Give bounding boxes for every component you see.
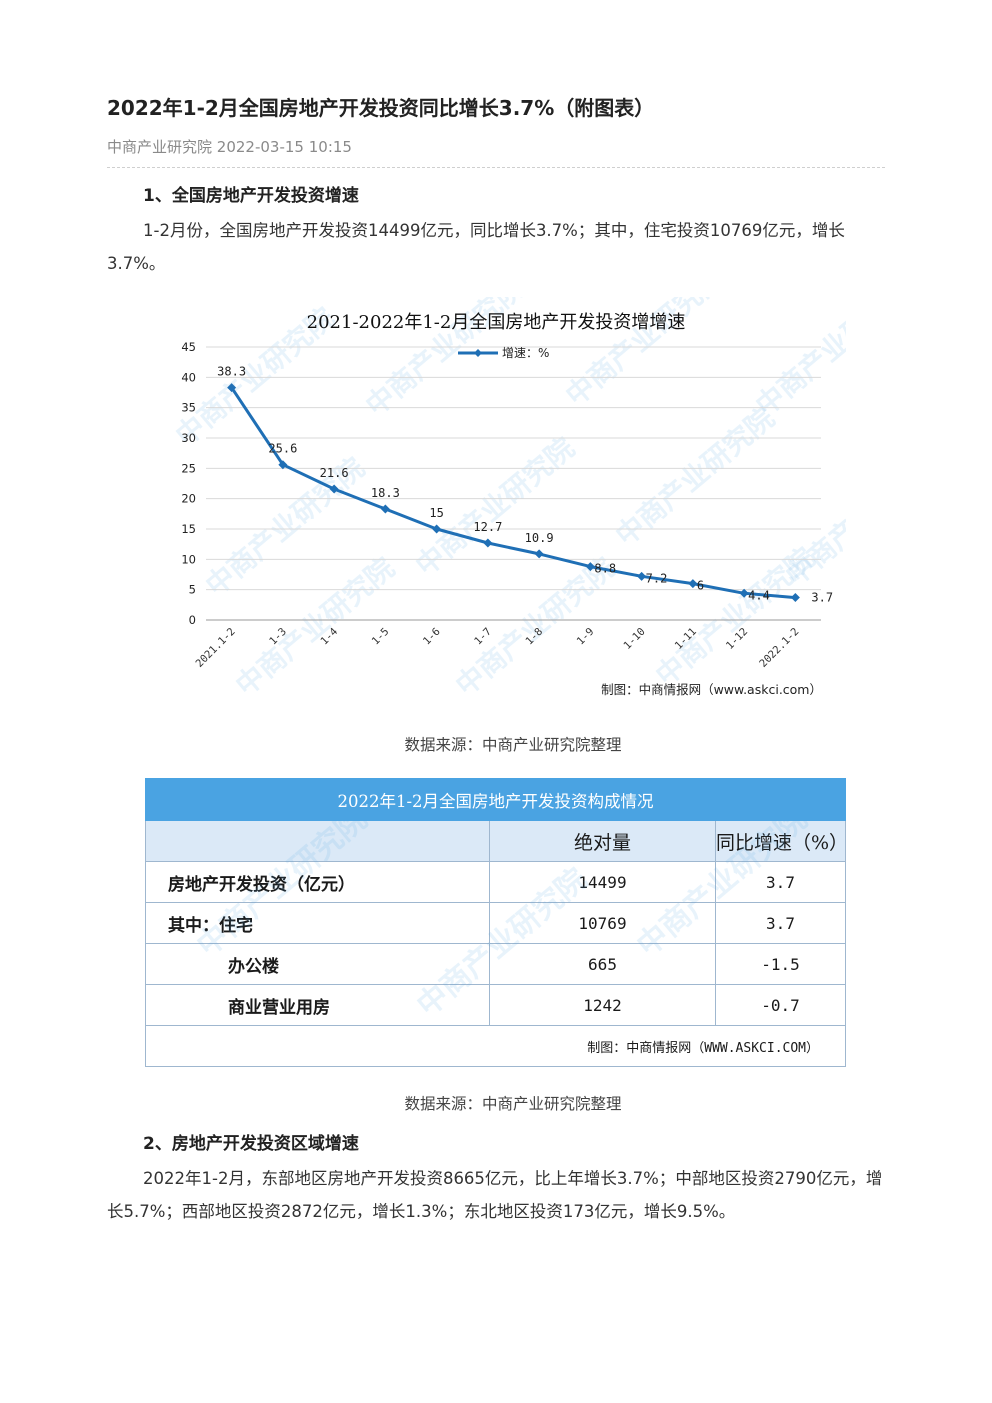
section-paragraph-2: 2022年1-2月，东部地区房地产开发投资8665亿元，比上年增长3.7%；中部… bbox=[107, 1169, 883, 1221]
article-title: 2022年1-2月全国房地产开发投资同比增长3.7%（附图表） bbox=[107, 96, 655, 120]
y-tick-label-3: 15 bbox=[181, 522, 196, 536]
composition-table: 2022年1-2月全国房地产开发投资构成情况 绝对量 同比增速（%） 房地产开发… bbox=[145, 778, 848, 1067]
y-tick-label-5: 25 bbox=[181, 461, 196, 475]
data-label-1: 25.6 bbox=[268, 442, 297, 456]
table-header-yoy: 同比增速（%） bbox=[715, 820, 848, 862]
article-source[interactable]: 中商产业研究院 bbox=[107, 138, 213, 156]
data-point-6 bbox=[534, 549, 544, 559]
y-tick-label-2: 10 bbox=[181, 552, 196, 566]
y-tick-label-8: 40 bbox=[181, 370, 196, 384]
row-absolute: 10769 bbox=[489, 902, 716, 944]
table-row: 房地产开发投资（亿元） 14499 3.7 bbox=[145, 861, 846, 903]
data-point-5 bbox=[483, 538, 493, 548]
y-tick-label-7: 35 bbox=[181, 401, 196, 415]
row-name: 办公楼 bbox=[145, 943, 490, 985]
chart-title: 2021-2022年1-2月全国房地产开发投资增增速 bbox=[307, 312, 686, 333]
data-label-7: 8.8 bbox=[594, 562, 616, 576]
table-row: 商业营业用房 1242 -0.7 bbox=[145, 984, 846, 1026]
data-label-0: 38.3 bbox=[217, 365, 246, 379]
data-label-10: 4.4 bbox=[748, 588, 770, 602]
row-name: 房地产开发投资（亿元） bbox=[145, 861, 490, 903]
table-title: 2022年1-2月全国房地产开发投资构成情况 bbox=[145, 778, 846, 821]
data-point-3 bbox=[380, 504, 390, 514]
data-label-4: 15 bbox=[429, 506, 443, 520]
row-yoy: 3.7 bbox=[715, 861, 846, 903]
row-name: 商业营业用房 bbox=[145, 984, 490, 1026]
table-row: 其中：住宅 10769 3.7 bbox=[145, 902, 846, 944]
table-credit: 制图：中商情报网（WWW.ASKCI.COM） bbox=[145, 1025, 846, 1067]
y-tick-label-6: 30 bbox=[181, 431, 196, 445]
data-label-11: 3.7 bbox=[811, 591, 833, 605]
data-point-7 bbox=[585, 562, 595, 572]
composition-table-wrapper: 2022年1-2月全国房地产开发投资构成情况 绝对量 同比增速（%） 房地产开发… bbox=[145, 778, 848, 1067]
series-line bbox=[230, 386, 796, 600]
row-absolute: 14499 bbox=[489, 861, 716, 903]
table-header-blank bbox=[145, 820, 490, 862]
data-point-11 bbox=[790, 593, 800, 603]
data-label-5: 12.7 bbox=[473, 520, 502, 534]
data-point-8 bbox=[637, 571, 647, 581]
data-point-10 bbox=[739, 588, 749, 598]
growth-line-chart: 中商产业研究院 中商产业研究院 中商产业研究院 中商产业研究院 中商产业研究院 中商产业研… bbox=[146, 297, 846, 707]
data-label-6: 10.9 bbox=[525, 531, 554, 545]
legend-marker bbox=[474, 349, 482, 357]
data-point-9 bbox=[688, 579, 698, 589]
y-tick-label-4: 20 bbox=[181, 492, 196, 506]
data-label-2: 21.6 bbox=[320, 466, 349, 480]
table-source-caption: 数据来源：中商产业研究院整理 bbox=[404, 1095, 622, 1113]
y-tick-label-9: 45 bbox=[181, 340, 196, 354]
section-paragraph-1: 1-2月份，全国房地产开发投资14499亿元，同比增长3.7%；其中，住宅投资1… bbox=[107, 221, 845, 273]
title-divider bbox=[107, 167, 885, 168]
chart-credit: 制图：中商情报网（www.askci.com） bbox=[601, 682, 822, 697]
row-name: 其中：住宅 bbox=[145, 902, 490, 944]
row-yoy: -0.7 bbox=[715, 984, 846, 1026]
table-row: 办公楼 665 -1.5 bbox=[145, 943, 846, 985]
data-label-8: 7.2 bbox=[646, 571, 668, 585]
table-header-absolute: 绝对量 bbox=[489, 820, 716, 862]
row-yoy: -1.5 bbox=[715, 943, 846, 985]
row-absolute: 1242 bbox=[489, 984, 716, 1026]
data-point-2 bbox=[329, 484, 339, 494]
section-heading-2: 2、房地产开发投资区域增速 bbox=[143, 1134, 359, 1154]
legend-label: 增速：% bbox=[502, 346, 549, 360]
data-label-3: 18.3 bbox=[371, 486, 400, 500]
data-label-9: 6 bbox=[697, 579, 704, 593]
row-yoy: 3.7 bbox=[715, 902, 846, 944]
y-tick-label-1: 5 bbox=[189, 583, 196, 597]
table-footer-row: 制图：中商情报网（WWW.ASKCI.COM） bbox=[145, 1025, 846, 1067]
article-datetime: 2022-03-15 10:15 bbox=[216, 138, 352, 156]
data-point-1 bbox=[278, 460, 288, 470]
chart-background bbox=[146, 297, 846, 707]
data-point-0 bbox=[227, 383, 237, 393]
data-point-4 bbox=[432, 524, 442, 534]
table-header-row: 绝对量 同比增速（%） bbox=[145, 820, 848, 862]
chart-source-caption: 数据来源：中商产业研究院整理 bbox=[404, 736, 622, 754]
section-heading-1: 1、全国房地产开发投资增速 bbox=[143, 186, 359, 206]
table-title-row: 2022年1-2月全国房地产开发投资构成情况 bbox=[145, 778, 846, 821]
row-absolute: 665 bbox=[489, 943, 716, 985]
article-meta: 中商产业研究院 2022-03-15 10:15 bbox=[107, 136, 352, 157]
y-tick-label-0: 0 bbox=[189, 613, 196, 627]
